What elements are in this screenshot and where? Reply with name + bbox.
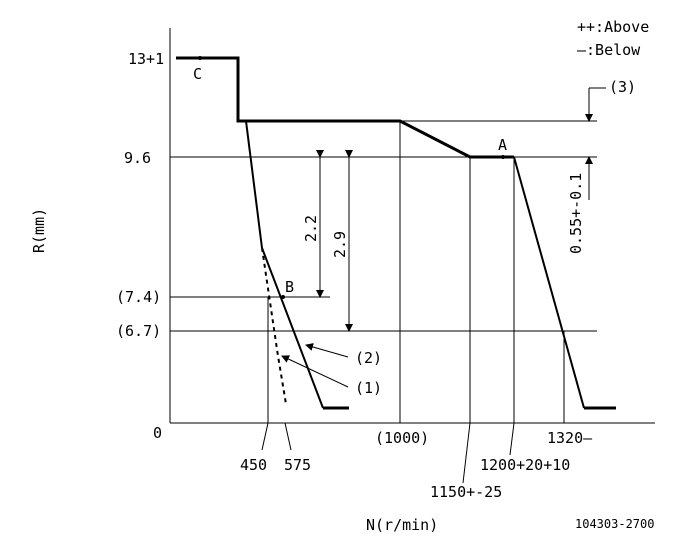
leader-1150 bbox=[462, 422, 471, 484]
point-a-label: A bbox=[498, 136, 507, 154]
x-axis-label: N(r/min) bbox=[366, 516, 438, 534]
callout-1-label: (1) bbox=[355, 379, 382, 397]
y-tick-0: 0 bbox=[153, 424, 162, 442]
governor-slope-low bbox=[245, 120, 263, 249]
point-b-label: B bbox=[285, 278, 294, 296]
leader-1200 bbox=[509, 422, 515, 456]
x-tick-1150: 1150+-25 bbox=[430, 483, 502, 501]
governor-slope-b bbox=[261, 247, 324, 409]
y-tick-9-6: 9.6 bbox=[124, 149, 151, 167]
legend-below: —:Below bbox=[577, 41, 641, 59]
dim-2-2-label: 2.2 bbox=[302, 215, 320, 242]
callout-2-leader bbox=[305, 343, 349, 358]
leader-575 bbox=[284, 422, 292, 451]
y-tick-6-7: (6.7) bbox=[116, 322, 161, 340]
legend-above: ++:Above bbox=[577, 18, 649, 36]
x-tick-1320: 1320— bbox=[547, 429, 593, 447]
y-tick-7-4: (7.4) bbox=[116, 288, 161, 306]
x-tick-1000: (1000) bbox=[375, 429, 429, 447]
x-tick-450: 450 bbox=[240, 456, 267, 474]
x-tick-575: 575 bbox=[284, 456, 311, 474]
point-c-label: C bbox=[193, 65, 202, 83]
point-b-marker bbox=[281, 295, 285, 299]
governor-curve-main bbox=[176, 56, 514, 159]
dim-2-9-label: 2.9 bbox=[331, 231, 349, 258]
point-a-marker bbox=[501, 155, 505, 159]
callout-3-label: (3) bbox=[609, 78, 636, 96]
leader-450 bbox=[261, 422, 269, 451]
dim-0-55-label: 0.55+-0.1 bbox=[567, 173, 585, 254]
y-tick-13: 13+1 bbox=[128, 50, 164, 68]
governor-slope-high bbox=[513, 156, 585, 409]
y-axis-label: R(mm) bbox=[30, 208, 48, 253]
dashed-curve bbox=[261, 247, 287, 405]
document-id: 104303-2700 bbox=[575, 517, 654, 531]
callout-1-leader bbox=[281, 355, 349, 388]
callout-2-label: (2) bbox=[355, 349, 382, 367]
point-c-marker bbox=[198, 56, 202, 60]
x-tick-1200: 1200+20+10 bbox=[480, 456, 570, 474]
